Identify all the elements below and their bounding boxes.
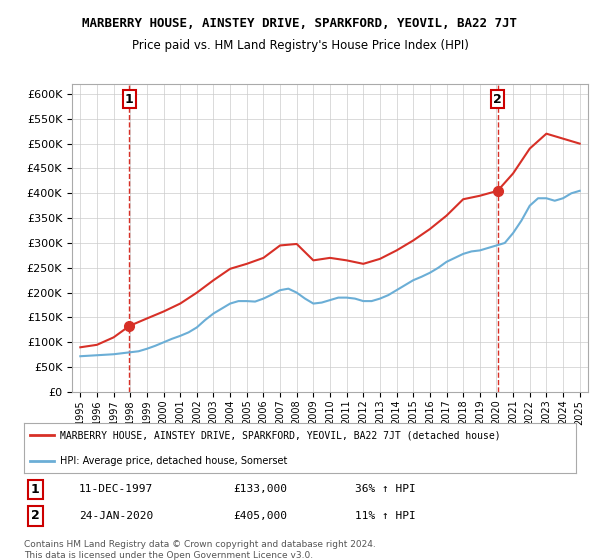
Text: Contains HM Land Registry data © Crown copyright and database right 2024.
This d: Contains HM Land Registry data © Crown c…: [24, 540, 376, 560]
Text: MARBERRY HOUSE, AINSTEY DRIVE, SPARKFORD, YEOVIL, BA22 7JT: MARBERRY HOUSE, AINSTEY DRIVE, SPARKFORD…: [83, 17, 517, 30]
Text: £133,000: £133,000: [234, 484, 288, 494]
Text: 1: 1: [125, 93, 134, 106]
Text: 11-DEC-1997: 11-DEC-1997: [79, 484, 154, 494]
Text: 36% ↑ HPI: 36% ↑ HPI: [355, 484, 416, 494]
Text: 11% ↑ HPI: 11% ↑ HPI: [355, 511, 416, 521]
Text: 1: 1: [31, 483, 40, 496]
Text: 24-JAN-2020: 24-JAN-2020: [79, 511, 154, 521]
Text: 2: 2: [493, 93, 502, 106]
Text: 2: 2: [31, 510, 40, 522]
Text: Price paid vs. HM Land Registry's House Price Index (HPI): Price paid vs. HM Land Registry's House …: [131, 39, 469, 52]
Text: MARBERRY HOUSE, AINSTEY DRIVE, SPARKFORD, YEOVIL, BA22 7JT (detached house): MARBERRY HOUSE, AINSTEY DRIVE, SPARKFORD…: [60, 431, 500, 440]
Text: £405,000: £405,000: [234, 511, 288, 521]
Text: HPI: Average price, detached house, Somerset: HPI: Average price, detached house, Some…: [60, 456, 287, 465]
